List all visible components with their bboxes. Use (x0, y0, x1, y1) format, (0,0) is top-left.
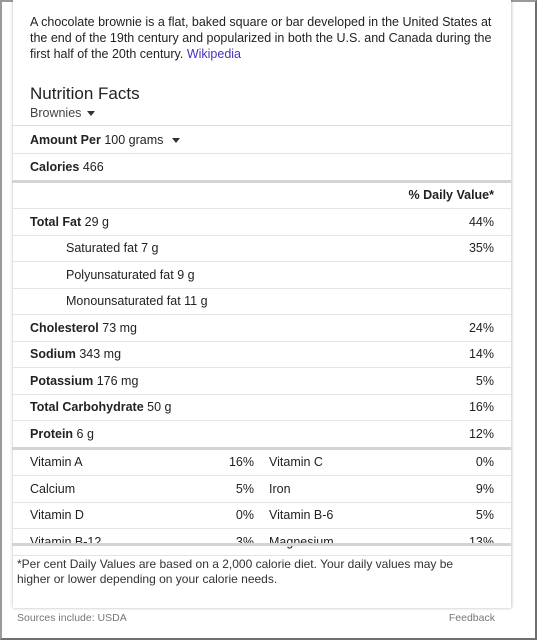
footnote-divider (12, 543, 511, 546)
food-dropdown[interactable]: Brownies (30, 106, 96, 120)
calories-row: Calories 466 (12, 154, 511, 183)
nutrient-amount: 176 mg (96, 373, 139, 388)
vitamin-row: Vitamin A 16% Vitamin C 0% (12, 450, 511, 476)
nutrient-amount: 343 mg (79, 347, 122, 362)
feedback-link[interactable]: Feedback (448, 612, 495, 624)
nutrient-row: Total Fat 29 g 44% (12, 209, 511, 236)
nutrient-amount: 7 g (141, 241, 159, 256)
nutrient-amount: 29 g (84, 214, 109, 229)
nutrient-row: Monounsaturated fat 11 g (12, 289, 511, 315)
daily-value-header: % Daily Value* (408, 188, 494, 203)
nutrient-list: Total Fat 29 g 44% Saturated fat 7 g 35% Pol… (12, 209, 511, 450)
nutrient-daily-value: 16% (468, 400, 494, 415)
nutrient-daily-value: 14% (468, 347, 494, 362)
vitamin-name: Vitamin B-12 (30, 534, 102, 549)
chevron-down-icon (87, 111, 96, 117)
nutrient-amount: 73 mg (102, 320, 137, 335)
serving-size-dropdown[interactable]: 100 grams (104, 132, 181, 147)
footnote: *Per cent Daily Values are based on a 2,… (17, 557, 454, 586)
nutrient-name: Protein (30, 426, 74, 441)
nutrient-name: Saturated fat (66, 241, 138, 256)
nutrient-daily-value: 5% (475, 373, 494, 388)
serving-size-label: 100 grams (104, 132, 164, 147)
vitamin-daily-value: 5% (475, 508, 494, 523)
nutrient-daily-value: 44% (468, 214, 494, 229)
nutrient-row: Cholesterol 73 mg 24% (12, 315, 511, 342)
vitamin-row: Vitamin D 0% Vitamin B-6 5% (12, 503, 511, 529)
nutrient-name: Monounsaturated fat (66, 294, 181, 309)
vitamin-daily-value: 3% (235, 534, 254, 549)
nutrient-name: Cholesterol (30, 320, 99, 335)
description-text: A chocolate brownie is a flat, baked squ… (30, 15, 492, 61)
nutrient-name: Total Carbohydrate (30, 400, 144, 415)
calories-label: Calories (30, 159, 80, 174)
nutrition-title: Nutrition Facts (30, 84, 140, 103)
vitamin-name: Iron (269, 481, 291, 496)
nutrient-amount: 9 g (177, 267, 195, 282)
vitamin-name: Vitamin D (30, 508, 84, 523)
nutrient-daily-value: 24% (468, 320, 494, 335)
nutrient-amount: 11 g (184, 294, 208, 309)
nutrient-row: Saturated fat 7 g 35% (12, 236, 511, 262)
description: A chocolate brownie is a flat, baked squ… (30, 14, 505, 62)
nutrient-name: Total Fat (30, 214, 82, 229)
nutrient-row: Protein 6 g 12% (12, 421, 511, 450)
nutrient-amount: 6 g (76, 426, 94, 441)
vitamin-name: Calcium (30, 481, 76, 496)
calories-value: 466 (82, 159, 104, 174)
nutrient-name: Potassium (30, 373, 94, 388)
amount-row: Amount Per 100 grams (12, 126, 511, 154)
nutrient-name: Polyunsaturated fat (66, 267, 174, 282)
vitamin-daily-value: 16% (228, 455, 254, 470)
nutrient-name: Sodium (30, 347, 76, 362)
amount-label: Amount Per (30, 132, 101, 147)
nutrient-row: Total Carbohydrate 50 g 16% (12, 395, 511, 421)
vitamin-name: Vitamin B-6 (269, 508, 334, 523)
vitamin-daily-value: 9% (475, 481, 494, 496)
wikipedia-link[interactable]: Wikipedia (186, 47, 241, 61)
vitamin-name: Vitamin A (30, 455, 83, 470)
daily-value-header-row: % Daily Value* (12, 183, 511, 209)
vitamin-name: Vitamin C (269, 455, 323, 470)
vitamin-row: Calcium 5% Iron 9% (12, 476, 511, 503)
nutrition-table: Amount Per 100 grams Calories 466 % Dail… (12, 125, 511, 556)
vitamin-list: Vitamin A 16% Vitamin C 0% Calcium 5% Iron 9% Vi… (12, 450, 511, 556)
vitamin-name: Magnesium (269, 534, 334, 549)
nutrient-amount: 50 g (147, 400, 172, 415)
vitamin-daily-value: 5% (235, 481, 254, 496)
nutrient-row: Polyunsaturated fat 9 g (12, 262, 511, 289)
nutrient-daily-value: 35% (468, 241, 494, 256)
vitamin-daily-value: 0% (475, 455, 494, 470)
vitamin-daily-value: 13% (468, 534, 494, 549)
nutrition-card: A chocolate brownie is a flat, baked squ… (13, 0, 511, 608)
nutrient-daily-value: 12% (468, 426, 494, 441)
vitamin-daily-value: 0% (235, 508, 254, 523)
food-dropdown-label: Brownies (30, 106, 82, 120)
chevron-down-icon (172, 137, 181, 143)
nutrient-row: Sodium 343 mg 14% (12, 342, 511, 368)
nutrient-row: Potassium 176 mg 5% (12, 368, 511, 395)
sources-text: Sources include: USDA (17, 612, 127, 624)
